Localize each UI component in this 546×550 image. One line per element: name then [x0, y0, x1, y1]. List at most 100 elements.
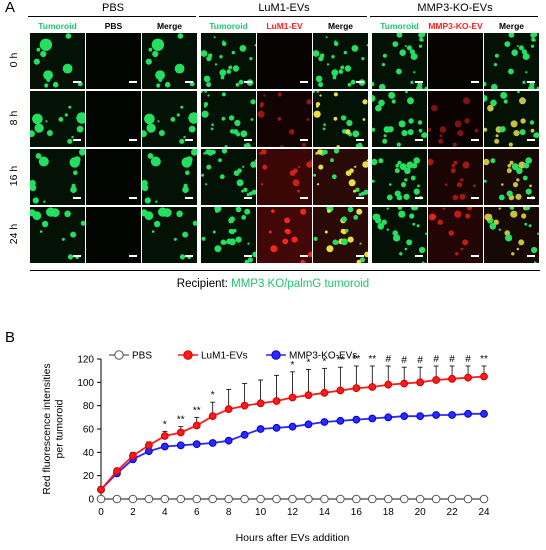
data-point [176, 494, 186, 504]
row-label: 8 h [8, 110, 20, 126]
y-axis-label-line: per tumoroid [54, 399, 66, 458]
column-label: Tumoroid [38, 21, 77, 31]
microscopy-image [30, 91, 85, 147]
data-point [352, 384, 361, 393]
data-point [272, 494, 281, 504]
group-title: MMP3-KO-EVs [417, 2, 493, 14]
legend-label: LuM1-EVs [201, 351, 248, 362]
data-point [352, 494, 361, 504]
scale-bar [300, 197, 308, 199]
scale-bar [471, 197, 479, 199]
data-point [224, 494, 233, 504]
recipient-label: Recipient: [176, 278, 228, 290]
grid-bottom-line [30, 270, 540, 271]
row-label: 24 h [8, 223, 20, 245]
data-point [208, 439, 217, 447]
data-point [160, 432, 169, 440]
significance-marker: * [291, 360, 295, 371]
data-point [208, 494, 218, 504]
microscopy-image [313, 207, 368, 263]
recipient-value: MMP3 KO/palmG tumoroid [231, 278, 370, 290]
data-point [480, 372, 488, 381]
data-point [176, 441, 185, 450]
microscopy-image [257, 207, 312, 263]
y-tick-label: 100 [77, 378, 94, 389]
scale-bar [129, 81, 137, 83]
column-label: Merge [327, 21, 354, 31]
group-title: PBS [101, 2, 124, 14]
scale-bar [356, 255, 364, 257]
microscopy-image [86, 149, 141, 205]
data-point [400, 379, 409, 388]
data-point [320, 494, 329, 504]
data-point [240, 494, 249, 504]
microscopy-image [86, 33, 141, 89]
scale-bar [527, 197, 535, 199]
scale-bar [356, 139, 364, 141]
legend-label: PBS [132, 351, 152, 362]
microscopy-image [30, 149, 85, 205]
panel-b-letter: B [5, 329, 16, 346]
significance-marker: # [449, 354, 455, 365]
significance-marker: * [307, 358, 311, 369]
row-label: 0 h [8, 52, 20, 68]
microscopy-image [372, 149, 427, 205]
data-point [112, 494, 122, 504]
microscopy-image [201, 149, 256, 205]
significance-marker: # [433, 354, 439, 365]
x-tick-label: 22 [447, 507, 459, 518]
data-point [367, 494, 377, 504]
column-label: Merge [156, 21, 183, 31]
data-point [384, 380, 393, 389]
microscopy-image [428, 91, 483, 147]
x-tick-label: 20 [415, 507, 427, 518]
x-tick-label: 0 [98, 507, 104, 518]
data-point [432, 376, 441, 384]
y-axis-label-line: Red fluorescence intensities [41, 363, 53, 494]
x-tick-label: 18 [383, 507, 395, 518]
scale-bar [73, 255, 81, 257]
column-label: Tumoroid [380, 21, 419, 31]
data-point [304, 391, 313, 400]
scale-bar [300, 139, 308, 141]
x-tick-label: 12 [287, 507, 299, 518]
data-point [448, 411, 456, 419]
significance-marker: ** [352, 354, 360, 365]
scale-bar [185, 81, 193, 83]
microscopy-image [313, 33, 368, 89]
data-point [192, 421, 201, 430]
data-point [160, 442, 169, 451]
data-point [97, 485, 105, 494]
microscopy-image [30, 33, 85, 89]
scale-bar [471, 255, 479, 257]
data-point [463, 494, 473, 504]
data-point [288, 494, 297, 504]
scale-bar [356, 81, 364, 83]
significance-marker: # [465, 354, 471, 365]
group-title: LuM1-EVs [258, 2, 310, 14]
microscopy-image [86, 91, 141, 147]
y-tick-label: 120 [77, 355, 94, 366]
data-point [352, 415, 361, 424]
microscopy-image [428, 33, 483, 89]
x-tick-label: 16 [351, 507, 363, 518]
column-label: Merge [498, 21, 525, 31]
scale-bar [244, 197, 252, 199]
significance-marker: * [322, 356, 326, 367]
data-point [447, 494, 457, 504]
scale-bar [73, 139, 81, 141]
group-divider-line [28, 16, 196, 17]
data-point [416, 412, 425, 421]
microscopy-image [372, 91, 427, 147]
microscopy-image [201, 33, 256, 89]
scale-bar [244, 255, 252, 257]
scale-bar [356, 197, 364, 199]
scale-bar [415, 197, 423, 199]
microscopy-image [257, 149, 312, 205]
x-tick-label: 2 [130, 507, 136, 518]
x-tick-label: 14 [319, 507, 331, 518]
y-tick-label: 0 [88, 495, 94, 506]
group-divider-line [370, 16, 538, 17]
data-point [192, 440, 201, 449]
scale-bar [185, 197, 193, 199]
